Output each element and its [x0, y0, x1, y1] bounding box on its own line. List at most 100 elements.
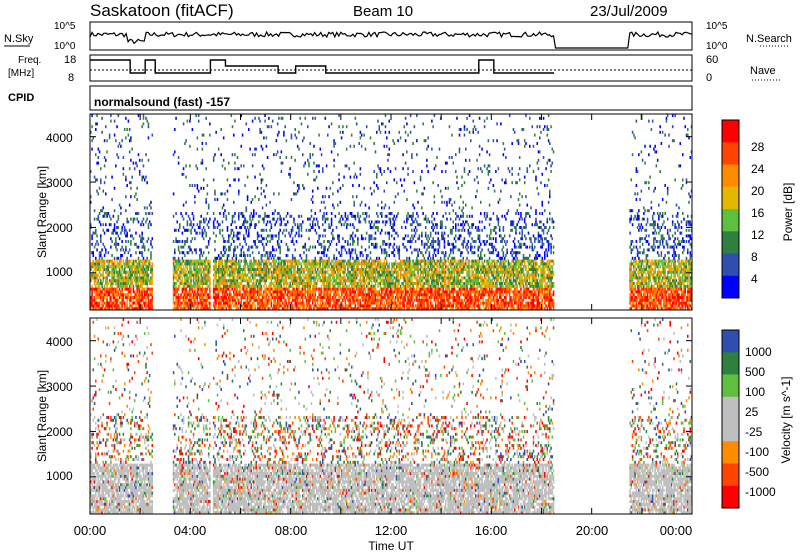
heatmap-cell — [132, 307, 135, 311]
heatmap-cell — [275, 293, 278, 297]
heatmap-cell — [261, 164, 264, 168]
heatmap-cell — [220, 262, 222, 266]
heatmap-cell — [284, 293, 286, 297]
heatmap-cell — [246, 248, 249, 252]
heatmap-cell — [389, 279, 392, 283]
heatmap-cell — [271, 293, 274, 297]
heatmap-cell — [245, 206, 248, 210]
heatmap-cell — [221, 228, 224, 232]
heatmap-cell — [407, 262, 409, 266]
heatmap-cell — [270, 279, 273, 283]
heatmap-cell — [117, 279, 120, 283]
heatmap-cell — [335, 256, 338, 260]
heatmap-cell — [399, 284, 402, 288]
heatmap-cell — [314, 287, 317, 291]
heatmap-cell — [254, 284, 256, 288]
heatmap-cell — [369, 296, 372, 299]
heatmap-cell — [179, 301, 181, 305]
heatmap-cell — [402, 259, 404, 263]
heatmap-cell — [118, 268, 121, 271]
heatmap-cell — [294, 290, 296, 294]
heatmap-cell — [293, 290, 295, 294]
heatmap-cell — [329, 273, 332, 277]
heatmap-cell — [276, 279, 279, 283]
heatmap-cell — [317, 262, 319, 266]
heatmap-cell — [285, 228, 288, 232]
heatmap-cell — [137, 220, 140, 224]
heatmap-cell — [374, 150, 377, 154]
heatmap-cell — [280, 298, 283, 302]
heatmap-cell — [122, 293, 125, 297]
nave-tick-bottom: 0 — [706, 72, 712, 84]
heatmap-cell — [113, 265, 116, 269]
heatmap-cell — [253, 284, 255, 288]
heatmap-cell — [260, 192, 263, 196]
heatmap-cell — [374, 237, 377, 241]
heatmap-cell — [368, 245, 370, 249]
heatmap-cell — [191, 128, 194, 131]
heatmap-cell — [286, 265, 289, 269]
heatmap-cell — [327, 248, 329, 252]
heatmap-cell — [122, 262, 125, 266]
heatmap-cell — [187, 298, 190, 302]
heatmap-cell — [131, 268, 133, 271]
heatmap-cell — [343, 307, 345, 311]
heatmap-cell — [258, 296, 260, 299]
heatmap-cell — [319, 290, 322, 294]
heatmap-cell — [225, 296, 228, 299]
heatmap-cell — [382, 273, 384, 277]
heatmap-cell — [145, 268, 147, 271]
heatmap-cell — [246, 298, 249, 302]
heatmap-cell — [302, 296, 304, 299]
heatmap-cell — [291, 273, 294, 277]
heatmap-cell — [199, 231, 201, 235]
heatmap-cell — [373, 223, 375, 227]
heatmap-cell — [137, 284, 140, 288]
heatmap-cell — [357, 290, 359, 294]
heatmap-cell — [190, 279, 192, 283]
heatmap-cell — [226, 279, 229, 283]
heatmap-cell — [265, 268, 268, 271]
heatmap-cell — [332, 304, 334, 308]
heatmap-cell — [172, 276, 175, 280]
heatmap-cell — [143, 296, 146, 299]
heatmap-cell — [383, 287, 386, 291]
heatmap-cell — [195, 114, 197, 117]
heatmap-cell — [91, 139, 93, 143]
heatmap-cell — [239, 226, 241, 229]
heatmap-cell — [105, 301, 107, 305]
heatmap-cell — [244, 270, 246, 274]
heatmap-cell — [150, 279, 152, 283]
heatmap-cell — [92, 273, 95, 277]
heatmap-cell — [323, 212, 325, 215]
heatmap-cell — [143, 178, 146, 182]
heatmap-cell — [332, 284, 334, 288]
heatmap-cell — [298, 284, 300, 288]
heatmap-cell — [221, 287, 224, 291]
heatmap-cell — [130, 265, 132, 269]
heatmap-cell — [148, 279, 151, 283]
heatmap-cell — [145, 116, 147, 120]
heatmap-cell — [387, 153, 389, 157]
heatmap-cell — [110, 304, 112, 308]
heatmap-cell — [271, 307, 274, 311]
heatmap-cell — [337, 259, 339, 263]
heatmap-cell — [182, 290, 185, 294]
heatmap-cell — [379, 307, 382, 311]
heatmap-cell — [324, 248, 327, 252]
heatmap-cell — [251, 282, 254, 285]
heatmap-cell — [325, 217, 328, 221]
heatmap-cell — [260, 265, 263, 269]
heatmap-cell — [352, 284, 354, 288]
heatmap-cell — [191, 304, 194, 308]
heatmap-cell — [236, 268, 239, 271]
heatmap-cell — [135, 282, 137, 285]
heatmap-cell — [349, 259, 352, 263]
heatmap-cell — [340, 290, 343, 294]
heatmap-cell — [190, 248, 192, 252]
heatmap-cell — [138, 234, 141, 238]
heatmap-cell — [185, 175, 187, 179]
heatmap-cell — [363, 186, 365, 190]
heatmap-cell — [308, 259, 310, 263]
heatmap-cell — [234, 119, 236, 123]
